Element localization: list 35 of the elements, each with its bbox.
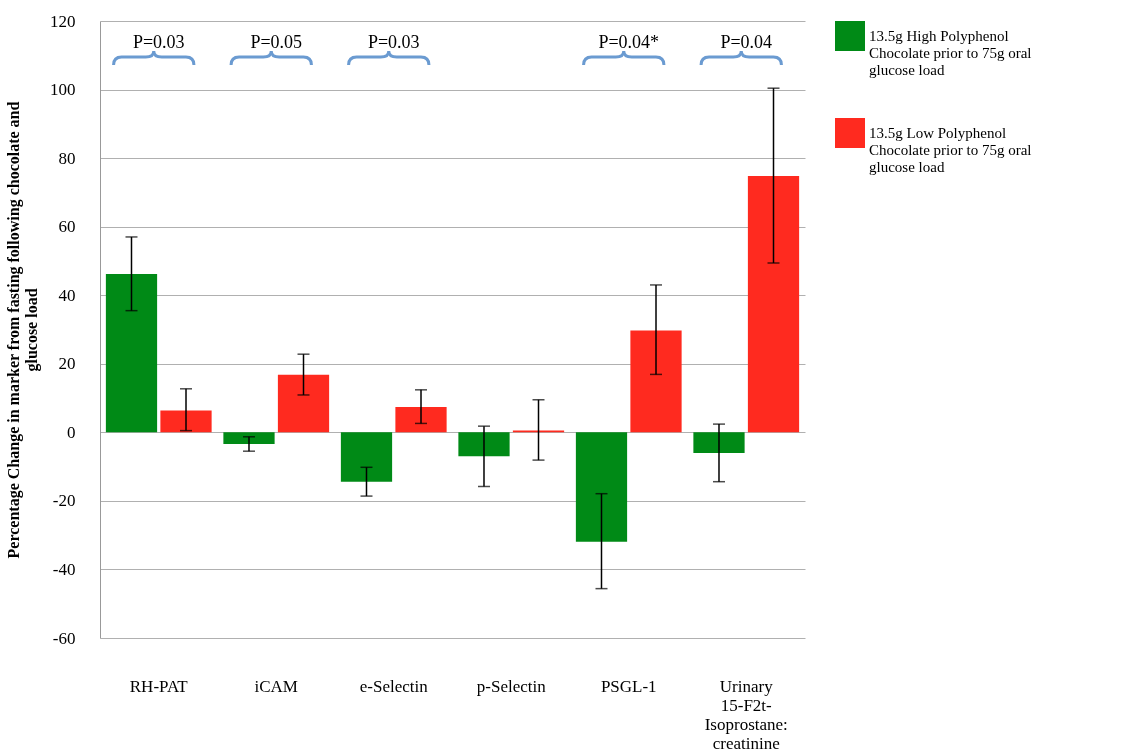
y-tick-label: 0 bbox=[67, 422, 76, 442]
annotation: P=0.04 bbox=[720, 32, 773, 52]
bar bbox=[105, 273, 158, 433]
x-tick-label: p-Selectin bbox=[476, 676, 547, 696]
x-tick-label: e-Selectin bbox=[359, 676, 429, 696]
bar bbox=[575, 432, 628, 542]
x-tick-label: PSGL-1 bbox=[600, 676, 657, 696]
y-tick-label: 100 bbox=[50, 80, 76, 100]
legend-label: 13.5g High Polyphenol Chocolate prior to 75g oral glucose load bbox=[869, 28, 1032, 78]
bar bbox=[160, 410, 212, 433]
y-tick-label: 80 bbox=[58, 148, 76, 168]
y-tick-label: -60 bbox=[52, 628, 76, 648]
bar bbox=[223, 432, 275, 444]
x-tick-label: RH-PAT bbox=[129, 676, 189, 696]
annotation: P=0.03 bbox=[132, 32, 185, 52]
y-tick-label: 120 bbox=[50, 11, 76, 31]
bar bbox=[693, 432, 745, 453]
bar bbox=[458, 432, 510, 457]
y-axis-title: Percentage Change in marker from fasting following chocolate and glucose load bbox=[5, 101, 41, 559]
y-tick-label: 20 bbox=[58, 354, 76, 374]
annotation: P=0.04* bbox=[598, 32, 660, 52]
bar bbox=[395, 406, 447, 433]
legend-label: 13.5g Low Polyphenol Chocolate prior to 75g oral glucose load bbox=[869, 125, 1032, 175]
bar bbox=[340, 432, 393, 482]
annotation: P=0.03 bbox=[367, 32, 420, 52]
y-tick-label: 40 bbox=[58, 285, 76, 305]
y-tick-label: 60 bbox=[58, 217, 76, 237]
y-tick-label: -20 bbox=[52, 491, 76, 511]
bar bbox=[630, 330, 682, 433]
bar bbox=[277, 374, 330, 433]
x-tick-label: Urinary 15-F2t-Isoprostane: creatinine bbox=[704, 676, 788, 753]
annotation: P=0.05 bbox=[250, 32, 303, 52]
bar bbox=[747, 175, 800, 433]
x-tick-label: iCAM bbox=[254, 676, 298, 696]
y-tick-label: -40 bbox=[52, 559, 76, 579]
